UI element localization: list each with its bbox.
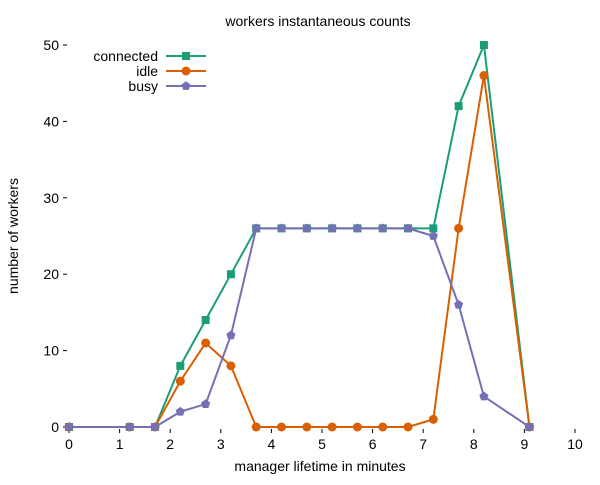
x-tick-label: 3 [217,436,225,452]
data-point-idle [302,422,312,432]
data-point-idle [251,422,261,432]
data-point-idle [277,422,287,432]
legend-label-busy: busy [128,78,158,94]
y-tick-label: 10 [43,343,59,359]
data-point-busy [403,223,413,233]
data-point-busy [302,223,312,233]
data-point-busy [64,422,74,431]
data-point-idle [479,71,489,81]
x-tick-label: 9 [521,436,529,452]
data-point-busy [251,223,261,233]
x-axis-label: manager lifetime in minutes [234,458,405,474]
data-point-connected [201,316,210,325]
data-point-idle [428,414,438,424]
chart-title: workers instantaneous counts [224,13,410,29]
series-layer [64,41,535,432]
data-point-idle [403,422,413,432]
legend-marker-busy [181,81,191,90]
data-point-idle [226,361,236,371]
legend-marker-idle [181,66,191,76]
y-tick-label: 40 [43,113,59,129]
data-point-busy [524,422,535,431]
y-tick-label: 0 [51,419,59,435]
x-tick-label: 1 [116,436,124,452]
data-point-busy [327,223,337,233]
data-point-idle [201,338,211,348]
axes: 0 10 20 30 40 50 0 1 2 3 4 5 6 7 8 9 10 [43,37,583,452]
x-tick-label: 4 [268,436,276,452]
legend-label-connected: connected [93,48,158,64]
data-point-busy [479,391,489,401]
legend-label-idle: idle [136,63,158,79]
data-point-busy [201,399,211,408]
y-tick-label: 20 [43,266,59,282]
series-busy [64,223,535,431]
x-tick-label: 5 [318,436,326,452]
data-point-idle [378,422,388,432]
x-tick-label: 10 [567,436,583,452]
data-point-connected [429,224,438,233]
data-point-busy [378,223,388,233]
y-axis-label: number of workers [5,178,21,294]
x-tick-label: 0 [65,436,73,452]
data-point-connected [176,361,185,370]
data-point-idle [175,376,185,386]
data-point-busy [175,406,185,416]
data-point-connected [479,41,488,49]
series-connected [65,41,534,431]
data-point-idle [454,223,464,233]
data-point-busy [125,422,135,431]
data-point-busy [454,299,464,309]
data-point-busy [428,231,438,240]
data-point-busy [352,223,362,233]
data-point-busy [276,223,287,233]
x-tick-label: 6 [369,436,377,452]
series-idle [64,71,534,432]
series-line-idle [69,74,531,428]
legend-marker-connected [182,52,190,60]
y-tick-label: 30 [43,190,59,206]
x-tick-label: 7 [419,436,427,452]
x-tick-label: 2 [166,436,174,452]
data-point-idle [327,422,337,432]
data-point-idle [352,422,362,432]
data-point-busy [226,330,236,340]
x-tick-label: 8 [470,436,478,452]
data-point-connected [226,270,235,279]
series-line-busy [69,227,531,428]
y-tick-label: 50 [43,37,59,53]
data-point-busy [150,422,160,431]
data-point-connected [454,102,463,111]
